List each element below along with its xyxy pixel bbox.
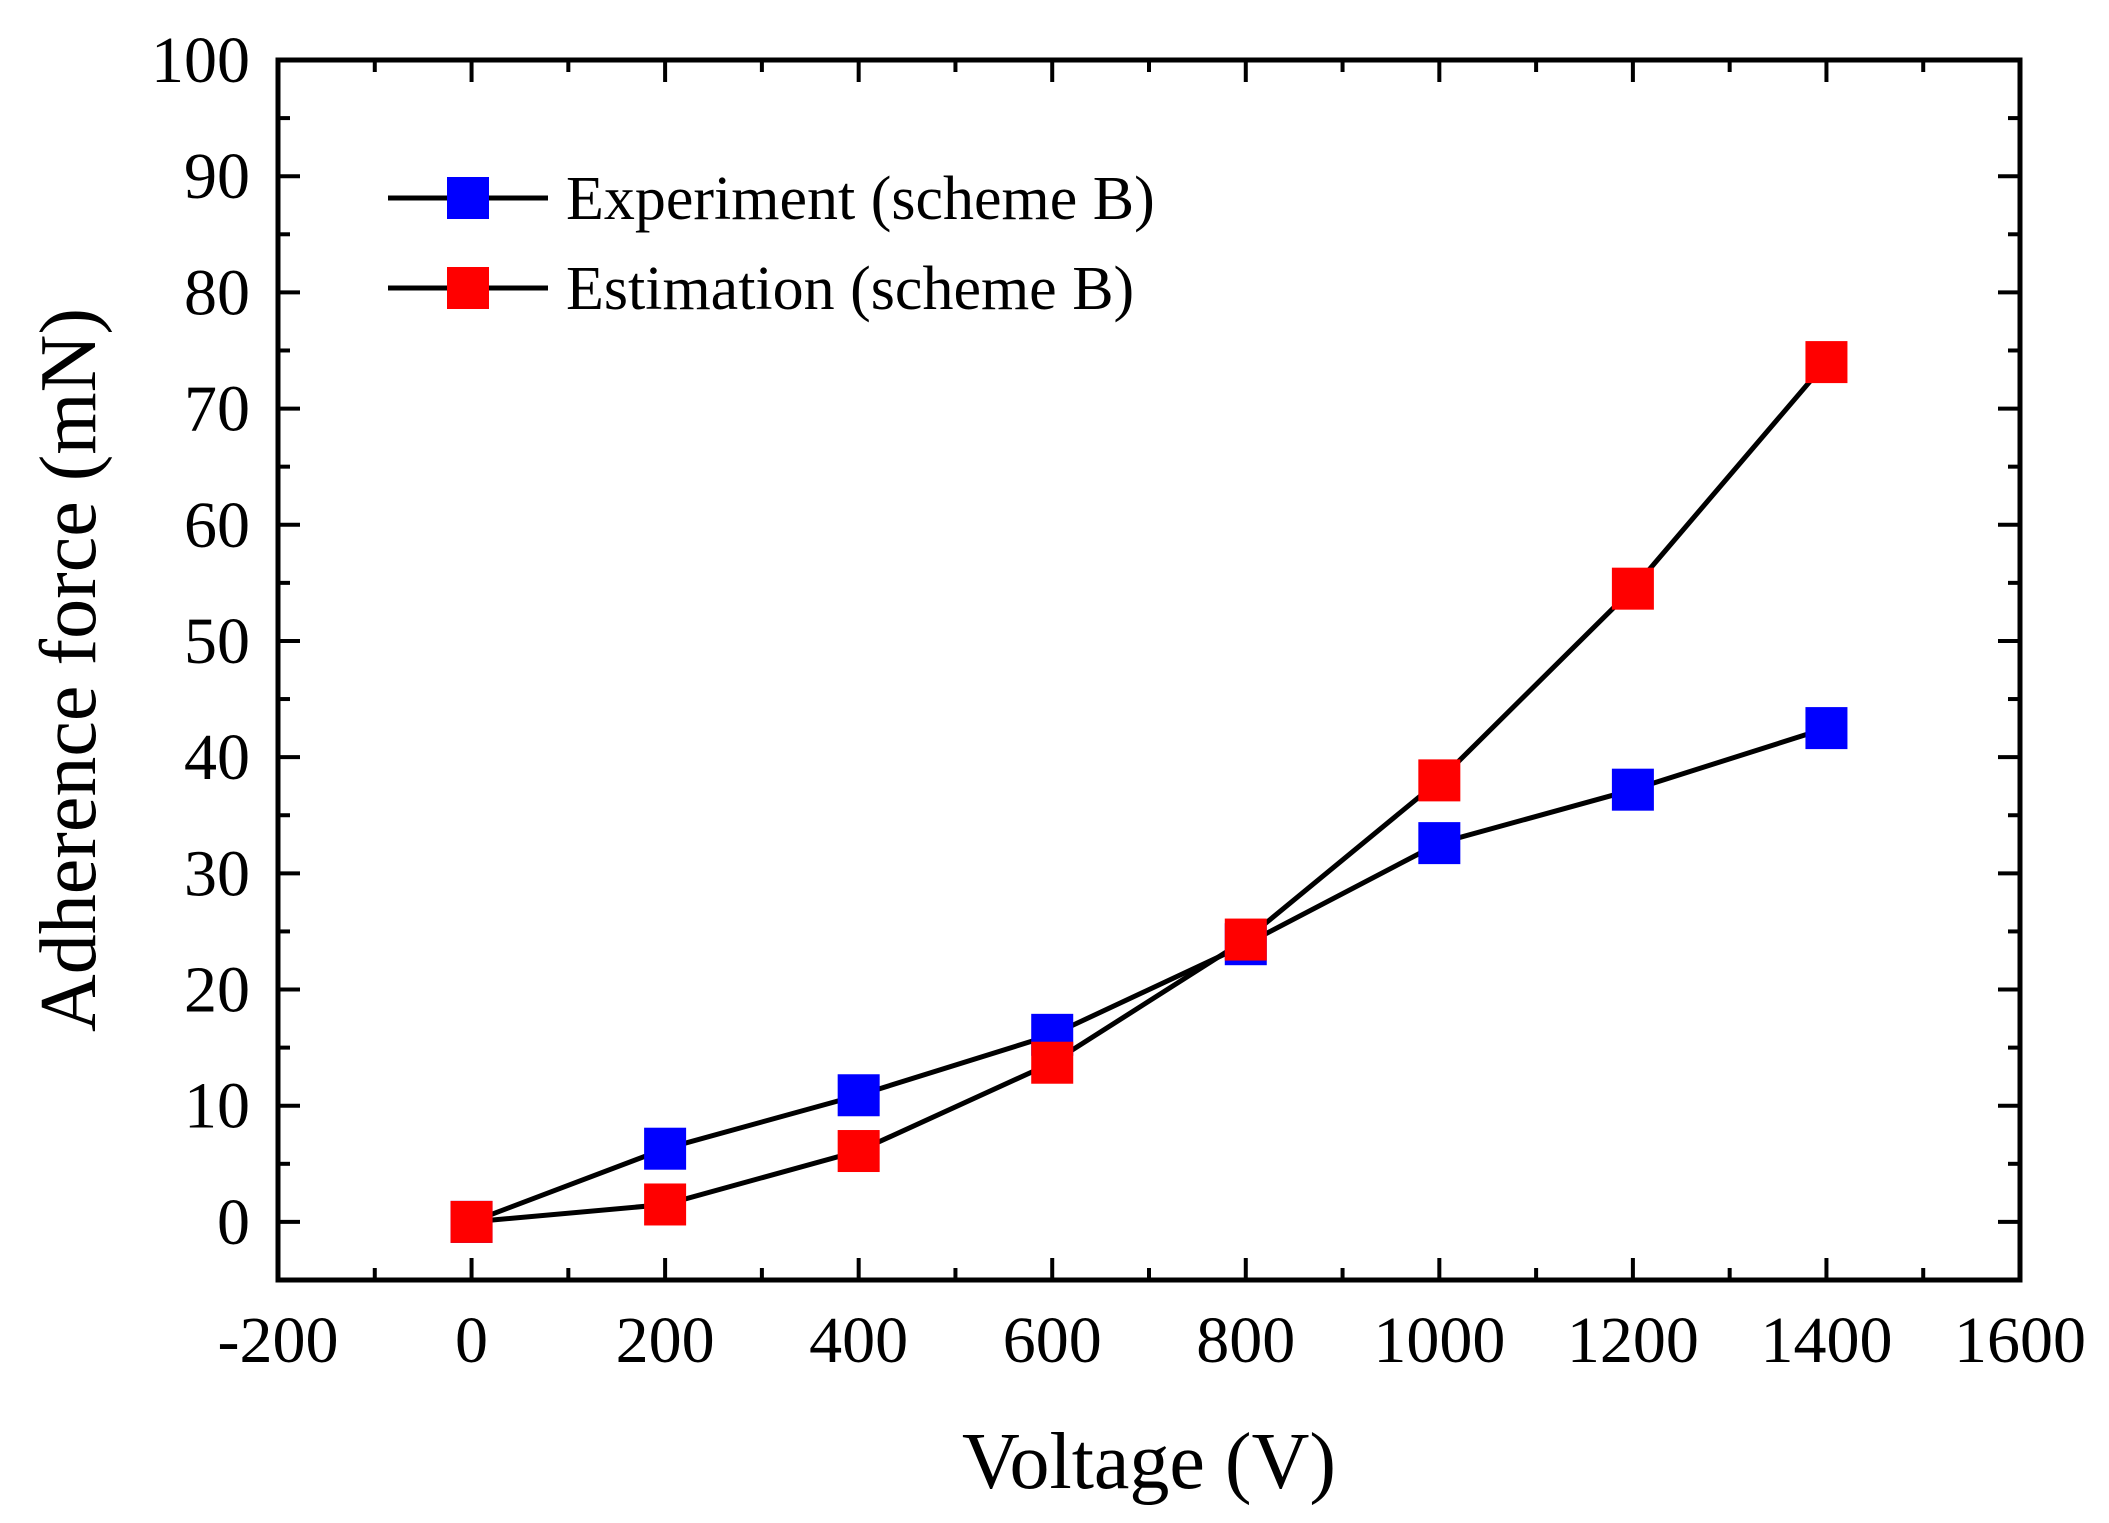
y-tick-label: 20 <box>184 954 250 1027</box>
y-tick-label: 90 <box>184 140 250 213</box>
estimation-marker <box>1224 918 1267 961</box>
y-tick-label: 30 <box>184 837 250 910</box>
series-line-estimation <box>471 360 1829 1225</box>
series-lines <box>470 360 1829 1225</box>
legend-label: Estimation (scheme B) <box>566 255 1134 323</box>
x-tick-label: -200 <box>218 1304 339 1377</box>
plot-frame <box>275 57 2023 1283</box>
estimation-marker <box>1805 341 1848 384</box>
x-axis-title: Voltage (V) <box>962 1418 1336 1506</box>
y-tick-label: 60 <box>184 489 250 562</box>
x-tick-label: 1000 <box>1373 1304 1505 1377</box>
x-tick-label: 1200 <box>1567 1304 1699 1377</box>
series-line-experiment <box>470 725 1828 1225</box>
y-tick-label: 50 <box>184 605 250 678</box>
x-tick-label: 400 <box>809 1304 908 1377</box>
x-tick-label: 200 <box>616 1304 715 1377</box>
series-markers <box>450 341 1848 1243</box>
estimation-marker <box>1031 1041 1074 1084</box>
estimation-marker <box>450 1200 493 1243</box>
y-tick-label: 40 <box>184 721 250 794</box>
experiment-marker <box>1805 707 1848 750</box>
y-tick-label: 100 <box>151 24 250 97</box>
experiment-marker <box>644 1127 687 1170</box>
axis-ticks <box>276 58 2022 1280</box>
experiment-marker <box>1611 768 1654 811</box>
legend-marker <box>447 177 489 219</box>
estimation-marker <box>1611 567 1654 610</box>
x-tick-label: 1600 <box>1954 1304 2086 1377</box>
estimation-marker <box>1418 759 1461 802</box>
x-tick-label: 800 <box>1196 1304 1295 1377</box>
x-tick-label: 0 <box>455 1304 488 1377</box>
experiment-marker <box>837 1074 880 1117</box>
x-tick-label: 600 <box>1003 1304 1102 1377</box>
estimation-marker <box>644 1183 687 1226</box>
y-tick-label: 0 <box>217 1186 250 1259</box>
experiment-marker <box>1418 822 1461 865</box>
axis-tick-labels: -200 0 200 400 600 800 1000 1200 1400 1600 0 10 20 30… <box>151 24 2086 1377</box>
y-axis-title: Adherence force (mN) <box>25 308 113 1032</box>
y-tick-label: 70 <box>184 373 250 446</box>
legend-label: Experiment (scheme B) <box>566 165 1155 233</box>
legend: Experiment (scheme B) Estimation (scheme … <box>388 165 1155 323</box>
estimation-marker <box>837 1130 880 1173</box>
y-tick-label: 80 <box>184 256 250 329</box>
x-tick-label: 1400 <box>1760 1304 1892 1377</box>
legend-marker <box>447 267 489 309</box>
y-tick-label: 10 <box>184 1070 250 1143</box>
